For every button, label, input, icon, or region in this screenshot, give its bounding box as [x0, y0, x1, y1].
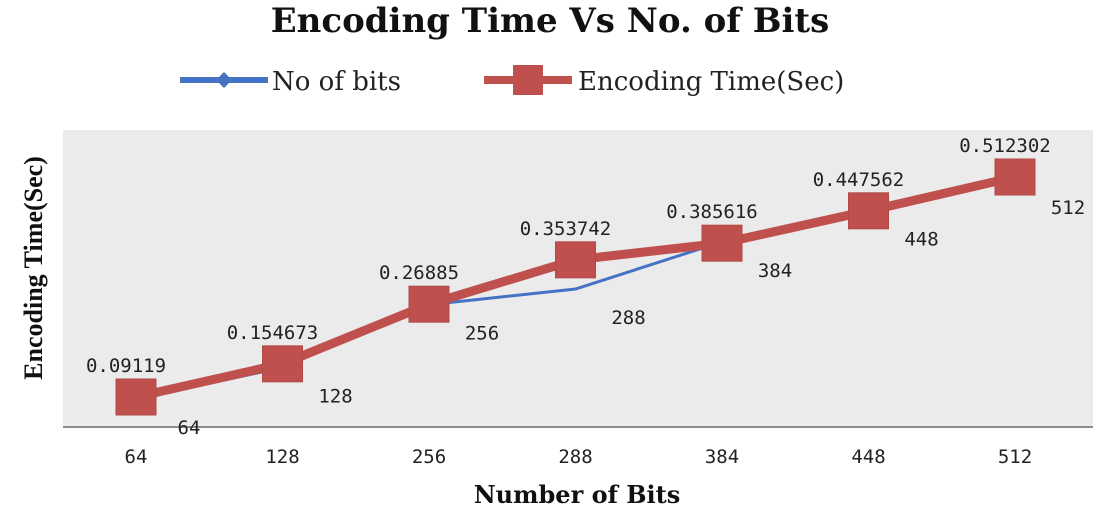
marker-encoding-time: [994, 158, 1036, 196]
legend-item-encoding-time: Encoding Time(Sec): [484, 65, 844, 97]
x-axis-label: Number of Bits: [474, 480, 681, 509]
data-label-encoding-time: 0.385616: [666, 201, 758, 223]
x-tick-label-384: 384: [705, 446, 739, 468]
legend-marker-square: [513, 65, 543, 95]
x-tick-label-256: 256: [412, 446, 446, 468]
x-tick-label-288: 288: [558, 446, 592, 468]
data-label-encoding-time: 0.512302: [959, 135, 1051, 157]
marker-encoding-time: [701, 224, 743, 262]
chart-title: Encoding Time Vs No. of Bits: [271, 1, 830, 41]
marker-encoding-time: [115, 378, 157, 416]
marker-encoding-time: [408, 285, 450, 323]
data-label-no-of-bits: 64: [178, 417, 201, 439]
legend: No of bits Encoding Time(Sec): [180, 65, 844, 97]
data-label-no-of-bits: 288: [611, 307, 645, 329]
x-tick-label-128: 128: [265, 446, 299, 468]
y-axis-label: Encoding Time(Sec): [19, 156, 48, 380]
legend-label-encoding-time: Encoding Time(Sec): [578, 67, 844, 97]
data-label-encoding-time: 0.154673: [227, 322, 319, 344]
legend-label-no-of-bits: No of bits: [272, 67, 401, 97]
marker-encoding-time: [848, 192, 889, 230]
data-label-encoding-time: 0.353742: [520, 218, 612, 240]
data-label-encoding-time: 0.26885: [379, 262, 459, 284]
legend-marker-diamond: [216, 72, 232, 88]
data-label-encoding-time: 0.447562: [813, 169, 905, 191]
x-tick-label-512: 512: [998, 446, 1032, 468]
x-tick-label-64: 64: [125, 446, 148, 468]
x-tick-labels: 64 128 256 288 384 448 512: [125, 446, 1033, 468]
data-label-no-of-bits: 256: [465, 323, 499, 345]
data-label-no-of-bits: 448: [904, 228, 938, 250]
marker-encoding-time: [555, 241, 596, 279]
series-encoding-time: 0.09119 0.154673 0.26885 0.353742 0.385616 0.…: [86, 135, 1051, 416]
data-label-encoding-time: 0.09119: [86, 355, 166, 377]
data-label-no-of-bits: 128: [318, 386, 352, 408]
legend-item-no-of-bits: No of bits: [180, 67, 401, 97]
marker-encoding-time: [262, 345, 303, 383]
data-label-no-of-bits: 384: [758, 260, 792, 282]
data-label-no-of-bits: 512: [1051, 197, 1085, 219]
x-tick-label-448: 448: [851, 446, 885, 468]
